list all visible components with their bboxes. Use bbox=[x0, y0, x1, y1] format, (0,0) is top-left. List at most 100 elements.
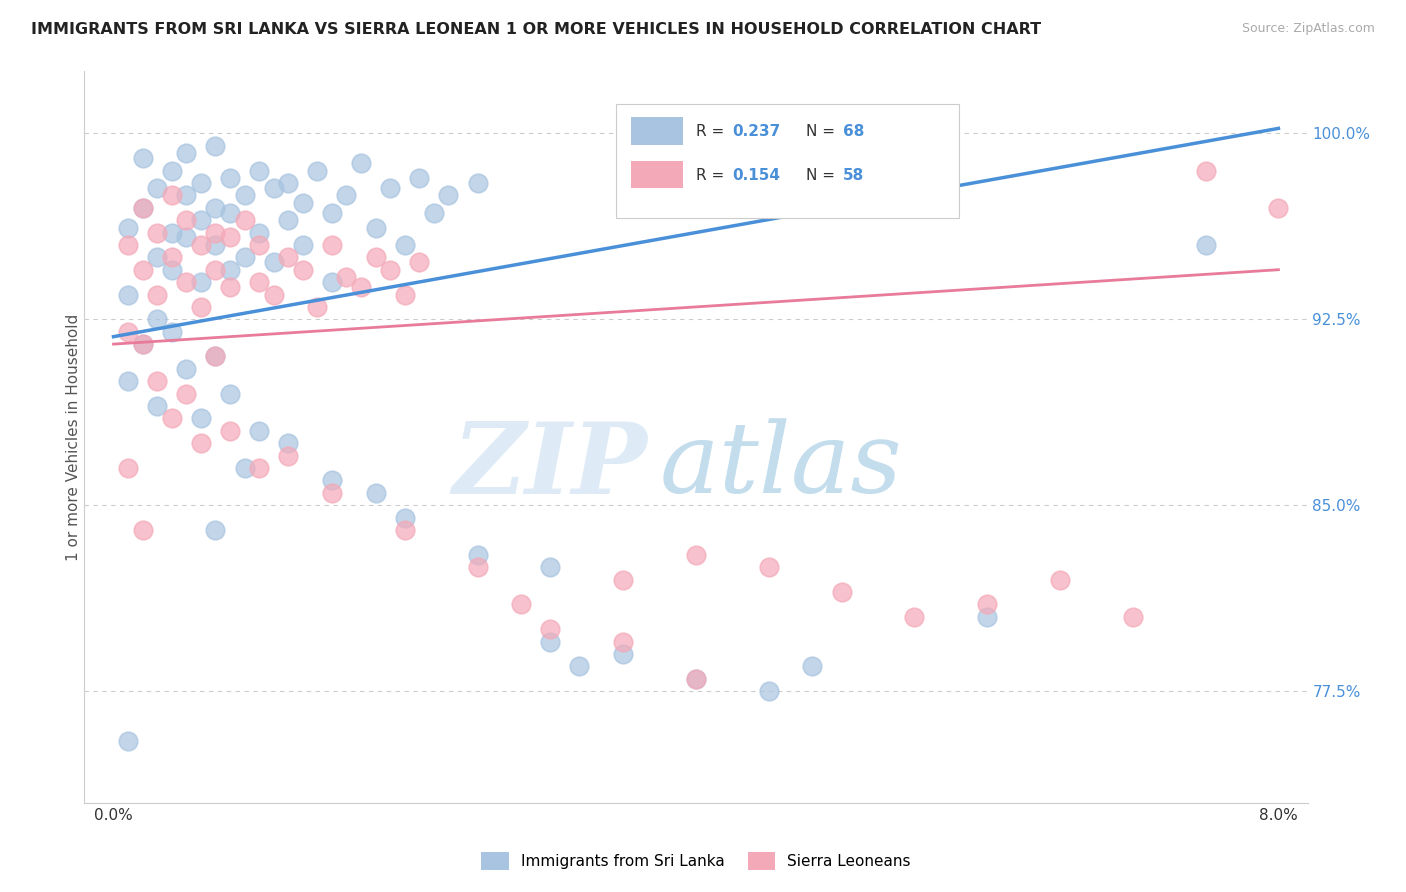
Point bbox=[291, 195, 314, 210]
Point bbox=[190, 176, 212, 190]
Point bbox=[364, 250, 387, 264]
Point bbox=[160, 226, 183, 240]
Point bbox=[510, 598, 533, 612]
Point bbox=[247, 424, 270, 438]
Point bbox=[247, 163, 270, 178]
Point bbox=[190, 275, 212, 289]
Point bbox=[174, 188, 197, 202]
Point bbox=[247, 461, 270, 475]
Point bbox=[1267, 201, 1289, 215]
Point bbox=[801, 659, 824, 673]
Text: N =: N = bbox=[806, 168, 839, 183]
Point bbox=[131, 201, 153, 215]
Point bbox=[394, 523, 416, 537]
Point bbox=[174, 386, 197, 401]
Point bbox=[394, 510, 416, 524]
Point bbox=[350, 156, 373, 170]
Point bbox=[758, 560, 780, 574]
Point bbox=[117, 734, 139, 748]
Point bbox=[160, 262, 183, 277]
FancyBboxPatch shape bbox=[616, 104, 959, 218]
Point bbox=[233, 188, 256, 202]
Point bbox=[219, 262, 242, 277]
Point bbox=[219, 205, 242, 219]
Point bbox=[612, 573, 634, 587]
Point bbox=[247, 238, 270, 252]
Point bbox=[131, 201, 153, 215]
Point bbox=[538, 560, 561, 574]
Point bbox=[394, 287, 416, 301]
Point bbox=[350, 280, 373, 294]
Point bbox=[1195, 163, 1218, 178]
Point bbox=[321, 486, 343, 500]
Text: 0.154: 0.154 bbox=[733, 168, 780, 183]
Point bbox=[380, 181, 402, 195]
Point bbox=[190, 213, 212, 227]
Point bbox=[146, 374, 169, 388]
Point bbox=[146, 181, 169, 195]
Point bbox=[277, 250, 299, 264]
Point bbox=[538, 634, 561, 648]
Point bbox=[160, 188, 183, 202]
Y-axis label: 1 or more Vehicles in Household: 1 or more Vehicles in Household bbox=[66, 313, 80, 561]
Point bbox=[380, 262, 402, 277]
Point bbox=[335, 188, 357, 202]
Point bbox=[423, 205, 446, 219]
Legend: Immigrants from Sri Lanka, Sierra Leoneans: Immigrants from Sri Lanka, Sierra Leonea… bbox=[475, 846, 917, 876]
Point bbox=[117, 238, 139, 252]
Point bbox=[321, 238, 343, 252]
FancyBboxPatch shape bbox=[631, 117, 682, 145]
Point bbox=[131, 262, 153, 277]
Point bbox=[204, 523, 226, 537]
Point bbox=[467, 176, 489, 190]
Point bbox=[364, 486, 387, 500]
Point bbox=[685, 672, 707, 686]
Point bbox=[831, 585, 853, 599]
Point bbox=[146, 312, 169, 326]
Point bbox=[131, 523, 153, 537]
Point bbox=[408, 255, 430, 269]
FancyBboxPatch shape bbox=[631, 161, 682, 188]
Point bbox=[219, 171, 242, 186]
Point bbox=[277, 449, 299, 463]
Point bbox=[117, 325, 139, 339]
Point bbox=[146, 287, 169, 301]
Point bbox=[612, 647, 634, 661]
Point bbox=[160, 325, 183, 339]
Point bbox=[263, 181, 285, 195]
Point bbox=[291, 238, 314, 252]
Point bbox=[335, 270, 357, 285]
Point bbox=[233, 250, 256, 264]
Point bbox=[467, 560, 489, 574]
Point bbox=[174, 230, 197, 244]
Point bbox=[685, 672, 707, 686]
Point bbox=[219, 424, 242, 438]
Point bbox=[131, 151, 153, 165]
Point bbox=[291, 262, 314, 277]
Point bbox=[204, 350, 226, 364]
Point bbox=[277, 176, 299, 190]
Point bbox=[219, 230, 242, 244]
Point bbox=[146, 250, 169, 264]
Point bbox=[467, 548, 489, 562]
Point bbox=[117, 374, 139, 388]
Point bbox=[307, 163, 329, 178]
Point bbox=[117, 461, 139, 475]
Point bbox=[117, 287, 139, 301]
Point bbox=[219, 386, 242, 401]
Point bbox=[204, 350, 226, 364]
Point bbox=[233, 213, 256, 227]
Point bbox=[394, 238, 416, 252]
Point bbox=[204, 238, 226, 252]
Point bbox=[612, 634, 634, 648]
Text: R =: R = bbox=[696, 124, 730, 139]
Text: R =: R = bbox=[696, 168, 730, 183]
Point bbox=[758, 684, 780, 698]
Point bbox=[568, 659, 591, 673]
Point bbox=[321, 275, 343, 289]
Point bbox=[219, 280, 242, 294]
Point bbox=[233, 461, 256, 475]
Point bbox=[204, 201, 226, 215]
Point bbox=[204, 226, 226, 240]
Point bbox=[277, 213, 299, 227]
